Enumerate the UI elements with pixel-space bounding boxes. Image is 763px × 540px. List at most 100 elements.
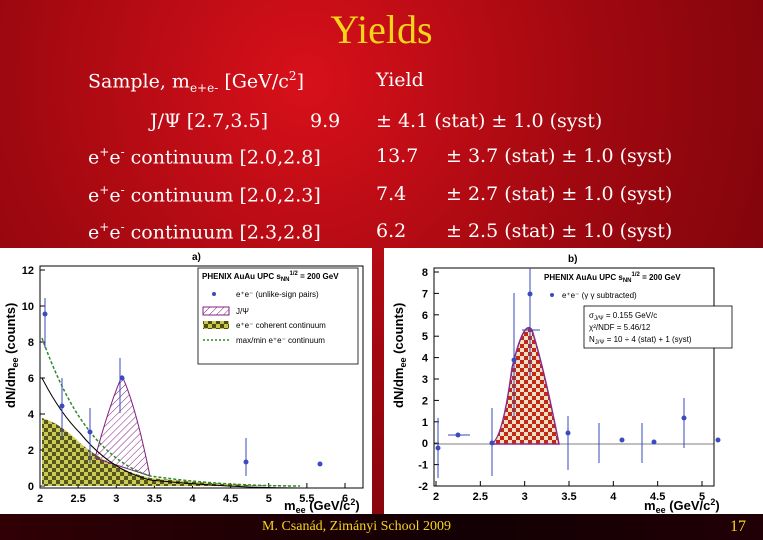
data-point (42, 311, 48, 317)
table-header-yield: Yield (376, 69, 424, 91)
row-cont3-uncert: ± 2.5 (stat) ± 1.0 (syst) (446, 220, 673, 242)
legend-a-item-2: e⁺e⁻ coherent continuum (236, 321, 326, 330)
legend-a-item-1: J/Ψ (236, 307, 249, 316)
row-jpsi-uncert: ± 4.1 (stat) ± 1.0 (syst) (376, 110, 603, 132)
panel-a-ylabel: dN/dmee (counts) (3, 303, 20, 408)
data-point (651, 439, 657, 445)
page-number: 17 (730, 518, 746, 535)
legend-a-item-0: e⁺e⁻ (unlike-sign pairs) (236, 290, 319, 299)
panel-b-plot (434, 268, 721, 478)
panel-a-y-tick-label: 0 (28, 481, 34, 493)
data-point (243, 459, 249, 465)
row-jpsi-value: 9.9 (310, 110, 341, 132)
panel-a-y-tick-label: 2 (28, 445, 34, 457)
panel-b-ylabel: dN/dmee (counts) (391, 303, 408, 408)
data-point (455, 432, 461, 438)
panel-a-x-tick-label: 4.5 (223, 493, 238, 505)
panel-a-x-ticks: 2 2.5 3 3.5 4 4.5 5 5.5 6 (37, 483, 348, 505)
data-point (681, 415, 687, 421)
footer-band (0, 514, 763, 540)
panel-a-x-tick-label: 2.5 (70, 493, 85, 505)
panel-b-x-tick-label: 4.5 (650, 491, 665, 503)
slide-title: Yields (330, 7, 433, 52)
legend-a-item-3: max/min e⁺e⁻ continuum (236, 336, 325, 345)
panel-b-y-tick-label: 3 (422, 374, 428, 386)
panel-a-y-tick-label: 10 (22, 301, 34, 313)
legend-b-marker-data (550, 293, 554, 297)
panel-a-y-tick-label: 4 (28, 409, 35, 421)
panel-b-y-tick-label: 1 (422, 417, 428, 429)
continuum-fit-curve (41, 377, 301, 489)
panel-b-y-tick-label: 2 (422, 395, 428, 407)
panel-b-x-tick-label: 2.5 (473, 491, 488, 503)
row-cont1-label: e+e- continuum [2.0,2.8] (88, 145, 321, 169)
legend-a-marker-data (212, 292, 216, 296)
panel-b-x-tick-label: 4 (610, 491, 617, 503)
panel-a-x-tick-label: 2 (37, 493, 43, 505)
row-cont1-value: 13.7 (376, 145, 419, 167)
panel-b-y-tick-label: 7 (422, 288, 428, 300)
panel-b-y-tick-label: 5 (422, 331, 428, 343)
panel-a-legend: PHENIX AuAu UPC sNN1/2 = 200 GeV e⁺e⁻ (u… (197, 267, 359, 365)
panel-b-y-tick-label: 8 (422, 267, 428, 279)
panel-b-tag: b) (568, 254, 577, 265)
panel-a: dN/dmee (counts) mee (GeV/c2) a) 0 2 4 6 8 10… (0, 248, 372, 514)
panel-b-x-ticks: 2 2.5 3 3.5 4 4.5 5 (433, 481, 705, 503)
panel-a-y-tick-label: 6 (28, 373, 34, 385)
row-jpsi-label: J/Ψ [2.7,3.5] (150, 110, 269, 132)
fit-line-sigma: σJ/Ψ = 0.155 GeV/c (589, 311, 657, 322)
legend-b-item-0: e⁺e⁻ (γ γ subtracted) (562, 291, 637, 300)
panel-a-x-tick-label: 3 (113, 493, 119, 505)
panel-b-x-tick-label: 3 (522, 491, 528, 503)
panel-b-x-tick-label: 3.5 (561, 491, 576, 503)
data-point (619, 437, 625, 443)
panel-a-tag: a) (192, 252, 201, 263)
footer-credit: M. Csanád, Zimányi School 2009 (262, 519, 451, 534)
panel-a-xlabel: mee (GeV/c2) (284, 497, 360, 514)
panel-b-x-tick-label: 2 (433, 491, 439, 503)
data-point (59, 403, 65, 409)
panel-b-frame (433, 267, 715, 487)
data-point (715, 437, 721, 443)
data-point (565, 430, 571, 436)
data-point (317, 461, 323, 467)
fit-line-n: NJ/Ψ = 10 ÷ 4 (stat) + 1 (syst) (589, 335, 692, 346)
panel-a-x-tick-label: 3.5 (147, 493, 162, 505)
panel-a-y-tick-label: 8 (28, 337, 34, 349)
panel-b: dN/dmee (counts) mee (GeV/c2) b) -2 -1 0 1 2… (384, 248, 763, 514)
row-cont2-label: e+e- continuum [2.0,2.3] (88, 183, 321, 207)
panel-a-x-tick-label: 4 (189, 493, 196, 505)
fit-line-chi2: χ²/NDF = 5.46/12 (589, 323, 651, 332)
legend-a-marker-continuum (203, 321, 229, 329)
row-cont2-value: 7.4 (376, 183, 407, 205)
row-cont1-uncert: ± 3.7 (stat) ± 1.0 (syst) (446, 145, 673, 167)
row-cont2-uncert: ± 2.7 (stat) ± 1.0 (syst) (446, 183, 673, 205)
data-point (87, 429, 93, 435)
panel-a-legend-title: PHENIX AuAu UPC sNN1/2 = 200 GeV (202, 271, 339, 283)
data-point (511, 357, 517, 363)
yield-table: Sample, me+e- [GeV/c2] Yield J/Ψ [2.7,3.… (0, 0, 763, 250)
coherent-continuum-area (42, 418, 300, 486)
panel-b-y-tick-label: 4 (422, 353, 429, 365)
panel-b-xlabel: mee (GeV/c2) (644, 497, 720, 514)
row-cont3-value: 6.2 (376, 220, 407, 242)
legend-a-marker-jpsi (202, 306, 230, 316)
data-point (435, 445, 441, 451)
table-header-sample: Sample, me+e- [GeV/c2] (88, 69, 304, 96)
panel-b-y-tick-label: -1 (418, 460, 428, 472)
panel-a-x-tick-label: 5.5 (299, 493, 314, 505)
fit-box (583, 305, 733, 349)
panel-b-legend: PHENIX AuAu UPC sNN1/2 = 200 GeV e⁺e⁻ (γ… (544, 272, 733, 349)
data-point (119, 375, 125, 381)
data-point (489, 440, 495, 446)
panel-b-y-tick-label: 0 (422, 438, 428, 450)
panel-a-x-tick-label: 6 (342, 493, 348, 505)
panel-a-plot (41, 298, 323, 489)
panel-a-y-tick-label: 12 (22, 265, 34, 277)
panel-b-x-tick-label: 5 (699, 491, 705, 503)
data-point (527, 291, 533, 297)
row-cont3-label: e+e- continuum [2.3,2.8] (88, 220, 321, 244)
panel-b-y-tick-label: -2 (418, 481, 428, 493)
panel-b-legend-title: PHENIX AuAu UPC sNN1/2 = 200 GeV (544, 272, 681, 284)
panel-b-y-tick-label: 6 (422, 310, 428, 322)
